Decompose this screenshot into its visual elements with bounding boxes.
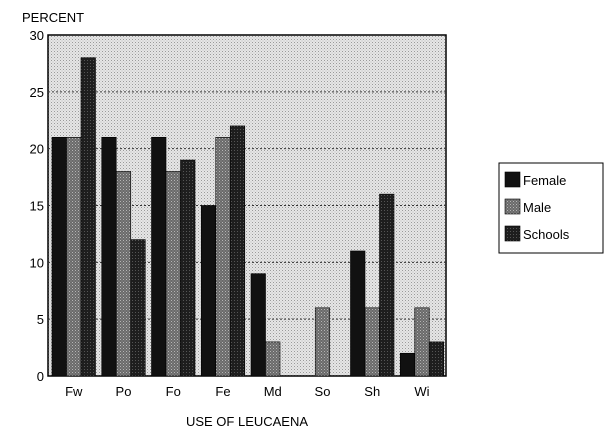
legend-label-male: Male (523, 200, 551, 215)
y-tick-label: 20 (30, 142, 44, 157)
legend-swatch-male (504, 198, 521, 215)
x-tick-label: Md (264, 384, 282, 399)
bar-schools-fe (229, 125, 246, 377)
bar-male-sh (364, 307, 380, 377)
x-tick-label: Fo (166, 384, 181, 399)
y-tick-label: 10 (30, 255, 44, 270)
bar-male-wi (414, 307, 430, 377)
x-tick-label: Fw (65, 384, 83, 399)
legend: Female Male Schools (498, 162, 604, 254)
bar-schools-fo (180, 159, 196, 377)
bar-female-sh (350, 250, 366, 377)
y-tick-label: 15 (30, 199, 44, 214)
bar-female-fw (51, 137, 67, 377)
bar-female-fe (200, 205, 217, 377)
x-tick-label: Fe (215, 384, 230, 399)
y-tick-label: 5 (37, 312, 44, 327)
x-tick-label: Wi (414, 384, 429, 399)
bar-schools-sh (379, 193, 395, 377)
y-axis-label: PERCENT (22, 10, 84, 25)
bar-male-po (115, 171, 132, 377)
y-tick-label: 30 (30, 28, 44, 43)
x-axis-label: USE OF LEUCAENA (186, 414, 308, 429)
legend-swatch-female (504, 171, 521, 188)
bar-male-fo (165, 171, 181, 377)
bar-male-md (265, 341, 281, 377)
y-tick-label: 0 (37, 369, 44, 384)
bar-male-fe (215, 137, 231, 377)
y-tick-label: 25 (30, 85, 44, 100)
bar-male-so (314, 307, 331, 377)
legend-label-schools: Schools (523, 227, 570, 242)
bar-schools-fw (80, 57, 96, 377)
x-tick-label: Po (116, 384, 132, 399)
bar-male-fw (66, 137, 82, 377)
x-tick-label: Sh (364, 384, 380, 399)
legend-swatch-schools (504, 225, 521, 242)
bar-female-fo (151, 137, 167, 377)
x-tick-label: So (315, 384, 331, 399)
bar-female-wi (399, 352, 416, 377)
bar-female-po (101, 137, 117, 377)
bar-schools-po (130, 239, 146, 377)
bar-schools-wi (428, 341, 445, 377)
bar-female-md (250, 273, 266, 377)
legend-label-female: Female (523, 173, 566, 188)
